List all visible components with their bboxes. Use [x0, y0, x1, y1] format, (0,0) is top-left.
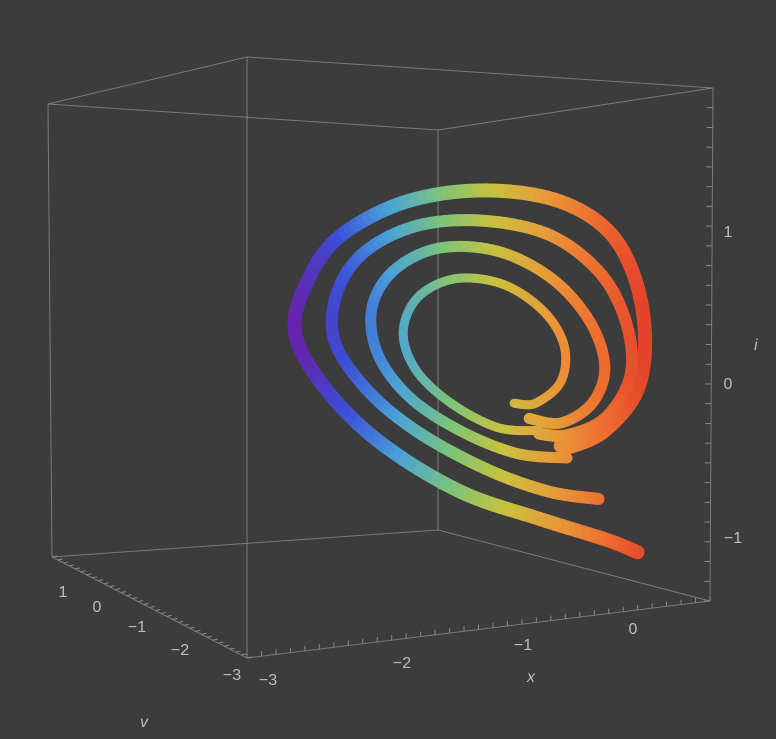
v-axis-tick	[161, 612, 166, 613]
i-tick-label: 0	[724, 376, 733, 393]
v-axis-tick	[63, 562, 68, 563]
box-edge	[48, 57, 247, 104]
x-tick-label: −1	[514, 637, 532, 654]
v-axis-tick	[98, 580, 103, 581]
v-axis-tick	[86, 574, 91, 575]
v-axis-tick	[109, 586, 114, 587]
v-axis-tick	[75, 568, 80, 569]
x-tick-label: 0	[629, 621, 638, 638]
v-axis-tick	[230, 648, 235, 649]
v-axis-tick	[184, 624, 189, 625]
v-axis-tick	[155, 609, 160, 610]
v-tick-label: −3	[223, 667, 241, 684]
v-axis-tick	[58, 559, 63, 560]
v-tick-label: −2	[171, 642, 189, 659]
v-tick-label: 1	[59, 584, 68, 601]
box-edge	[52, 530, 438, 557]
v-axis-tick	[224, 645, 229, 646]
v-axis-tick	[138, 601, 143, 602]
box-edge	[48, 104, 52, 557]
attractor-curve	[294, 190, 645, 552]
v-axis-tick	[241, 654, 246, 655]
v-axis-label: v	[140, 714, 149, 731]
v-axis-tick	[92, 577, 97, 578]
v-axis-tick	[150, 607, 155, 608]
box-edge	[438, 530, 710, 601]
i-axis-label: i	[754, 337, 758, 354]
x-tick-label: −2	[393, 655, 411, 672]
v-axis-tick	[69, 565, 74, 566]
i-tick-label: 1	[724, 224, 733, 241]
x-axis-label: x	[526, 669, 536, 686]
v-axis-tick	[201, 633, 206, 634]
v-axis-tick	[172, 618, 177, 619]
v-axis-tick	[190, 627, 195, 628]
box-edge	[48, 104, 438, 130]
v-axis-tick	[167, 615, 172, 616]
i-tick-label: −1	[724, 530, 742, 547]
v-axis-tick	[132, 598, 137, 599]
x-tick-label: −3	[259, 672, 277, 689]
v-axis-tick	[218, 642, 223, 643]
box-edge	[247, 57, 713, 88]
v-axis-tick	[178, 621, 183, 622]
v-axis-tick	[144, 604, 149, 605]
v-tick-label: −1	[128, 619, 146, 636]
box-edge	[438, 88, 713, 130]
v-axis-tick	[115, 589, 120, 590]
v-axis-tick	[81, 571, 86, 572]
v-axis-tick	[195, 630, 200, 631]
v-axis-tick	[104, 583, 109, 584]
v-axis-tick	[207, 636, 212, 637]
v-axis-tick	[127, 595, 132, 596]
v-axis-tick	[236, 651, 241, 652]
v-axis-tick	[121, 592, 126, 593]
v-axis-tick	[213, 639, 218, 640]
v-tick-label: 0	[93, 599, 102, 616]
